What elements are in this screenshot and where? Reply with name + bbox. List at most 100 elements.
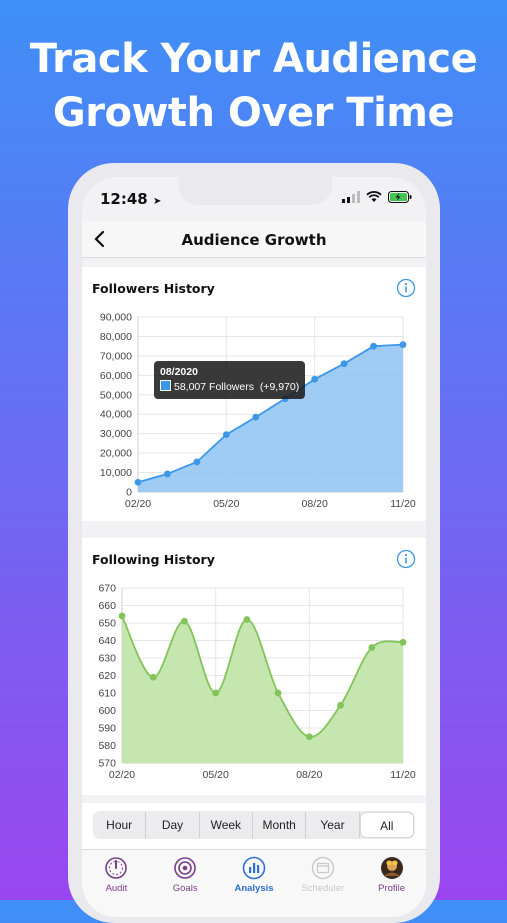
x-tick-label: 05/20 <box>213 498 239 510</box>
data-point-11-20[interactable] <box>399 638 407 646</box>
x-tick-label: 05/20 <box>203 769 229 781</box>
data-point-02-20[interactable] <box>134 478 142 486</box>
status-icons <box>342 191 412 203</box>
y-tick-label: 570 <box>98 758 116 770</box>
tab-profile[interactable]: Profile <box>357 850 426 917</box>
tab-bar: Audit Goals Analysis Scheduler Profile <box>82 849 426 917</box>
location-arrow-icon: ➤ <box>152 196 162 207</box>
data-point-03-20[interactable] <box>149 673 157 681</box>
data-point-04-20[interactable] <box>181 617 188 625</box>
y-tick-label: 580 <box>98 740 116 752</box>
data-point-05-20[interactable] <box>222 431 230 439</box>
target-icon <box>151 856 220 880</box>
x-tick-label: 02/20 <box>109 769 135 781</box>
data-point-06-20[interactable] <box>252 413 260 421</box>
headline: Track Your Audience Growth Over Time <box>0 32 507 140</box>
y-tick-label: 60,000 <box>100 370 132 382</box>
y-tick-label: 0 <box>126 487 132 499</box>
audit-gauge-icon <box>82 856 151 880</box>
back-chevron-icon[interactable] <box>90 229 110 249</box>
y-tick-label: 620 <box>98 670 116 682</box>
data-point-09-20[interactable] <box>337 701 344 709</box>
segment-year[interactable]: Year <box>306 812 360 838</box>
y-tick-label: 650 <box>98 618 116 630</box>
y-tick-label: 590 <box>98 723 116 735</box>
tooltip-delta: (+9,970) <box>259 381 300 393</box>
tab-label: Goals <box>172 883 198 894</box>
series-line <box>121 615 404 738</box>
tab-label: Audit <box>105 883 128 894</box>
tab-label: Profile <box>378 883 406 894</box>
data-point-03-20[interactable] <box>164 470 171 478</box>
tooltip-swatch <box>160 380 171 391</box>
data-point-10-20[interactable] <box>368 644 376 651</box>
data-point-08-20[interactable] <box>305 733 313 741</box>
y-tick-label: 30,000 <box>100 428 132 440</box>
data-point-08-20[interactable] <box>311 375 319 383</box>
phone-screen: 12:48 ➤ Audience Growth Followers Histor… <box>82 177 426 917</box>
data-point-07-20[interactable] <box>274 689 282 697</box>
segment-all[interactable]: All <box>359 812 414 838</box>
segment-day[interactable]: Day <box>146 812 200 838</box>
headline-line-2: Growth Over Time <box>52 90 455 136</box>
following-history-card: Following History 570 580 590 600 610 620 630 6… <box>82 538 426 795</box>
y-tick-label: 660 <box>98 600 116 612</box>
tab-scheduler[interactable]: Scheduler <box>288 850 357 917</box>
tab-audit[interactable]: Audit <box>82 850 151 917</box>
segment-week[interactable]: Week <box>200 812 253 838</box>
battery-charging-icon <box>388 191 412 203</box>
following-chart: 570 580 590 600 610 620 630 640 650 660 670 02/20 05… <box>98 583 416 782</box>
x-tick-label: 11/20 <box>390 769 416 781</box>
followers-history-card: Followers History 0 10,000 20,000 30,000 40,… <box>82 267 426 521</box>
notch <box>178 177 332 205</box>
page-title: Audience Growth <box>181 231 327 249</box>
y-tick-label: 630 <box>98 653 116 665</box>
time-range-segmented-control: Hour Day Week Month Year All <box>93 811 415 839</box>
tab-analysis[interactable]: Analysis <box>220 850 289 917</box>
bar-chart-icon <box>220 856 289 880</box>
chart-tooltip: 08/2020 58,007 Followers (+9,970) <box>154 361 306 399</box>
y-tick-label: 10,000 <box>100 467 132 479</box>
y-tick-label: 670 <box>98 583 116 595</box>
y-tick-label: 50,000 <box>100 389 132 401</box>
signal-icon <box>342 191 360 203</box>
data-point-09-20[interactable] <box>340 360 348 368</box>
segment-month[interactable]: Month <box>253 812 307 838</box>
y-tick-label: 20,000 <box>100 448 132 460</box>
series-area <box>122 616 403 763</box>
status-time: 12:48 ➤ <box>100 190 162 208</box>
tab-goals[interactable]: Goals <box>151 850 220 917</box>
info-circle-icon[interactable] <box>396 549 416 569</box>
info-circle-icon[interactable] <box>396 278 416 298</box>
data-point-06-20[interactable] <box>243 616 251 623</box>
x-tick-label: 08/20 <box>302 498 328 510</box>
followers-history-title: Followers History <box>92 281 215 296</box>
headline-line-1: Track Your Audience <box>29 36 478 82</box>
tooltip-date: 08/2020 <box>160 366 198 378</box>
y-tick-label: 610 <box>98 688 116 700</box>
series-line <box>137 343 404 484</box>
following-history-title: Following History <box>92 552 215 567</box>
x-tick-label: 02/20 <box>125 498 151 510</box>
y-tick-label: 640 <box>98 635 116 647</box>
y-tick-label: 80,000 <box>100 331 132 343</box>
tab-label: Scheduler <box>301 883 345 894</box>
navigation-bar: Audience Growth <box>82 221 426 258</box>
data-point-05-20[interactable] <box>212 689 220 697</box>
data-point-02-20[interactable] <box>118 612 126 620</box>
tooltip-value: 58,007 Followers <box>174 381 254 393</box>
segment-hour[interactable]: Hour <box>93 812 147 838</box>
x-tick-label: 11/20 <box>390 498 416 510</box>
y-tick-label: 600 <box>98 705 116 717</box>
x-tick-label: 08/20 <box>296 769 322 781</box>
avatar-icon <box>357 856 426 880</box>
data-point-04-20[interactable] <box>193 458 201 466</box>
y-tick-label: 90,000 <box>100 312 132 324</box>
time-range-bar: Hour Day Week Month Year All <box>82 803 426 849</box>
calendar-icon <box>288 856 357 880</box>
wifi-icon <box>366 191 382 202</box>
tooltip-body: 58,007 Followers (+9,970) <box>160 380 299 395</box>
data-point-10-20[interactable] <box>370 342 377 350</box>
tab-label: Analysis <box>234 883 274 894</box>
data-point-11-20[interactable] <box>399 341 407 349</box>
